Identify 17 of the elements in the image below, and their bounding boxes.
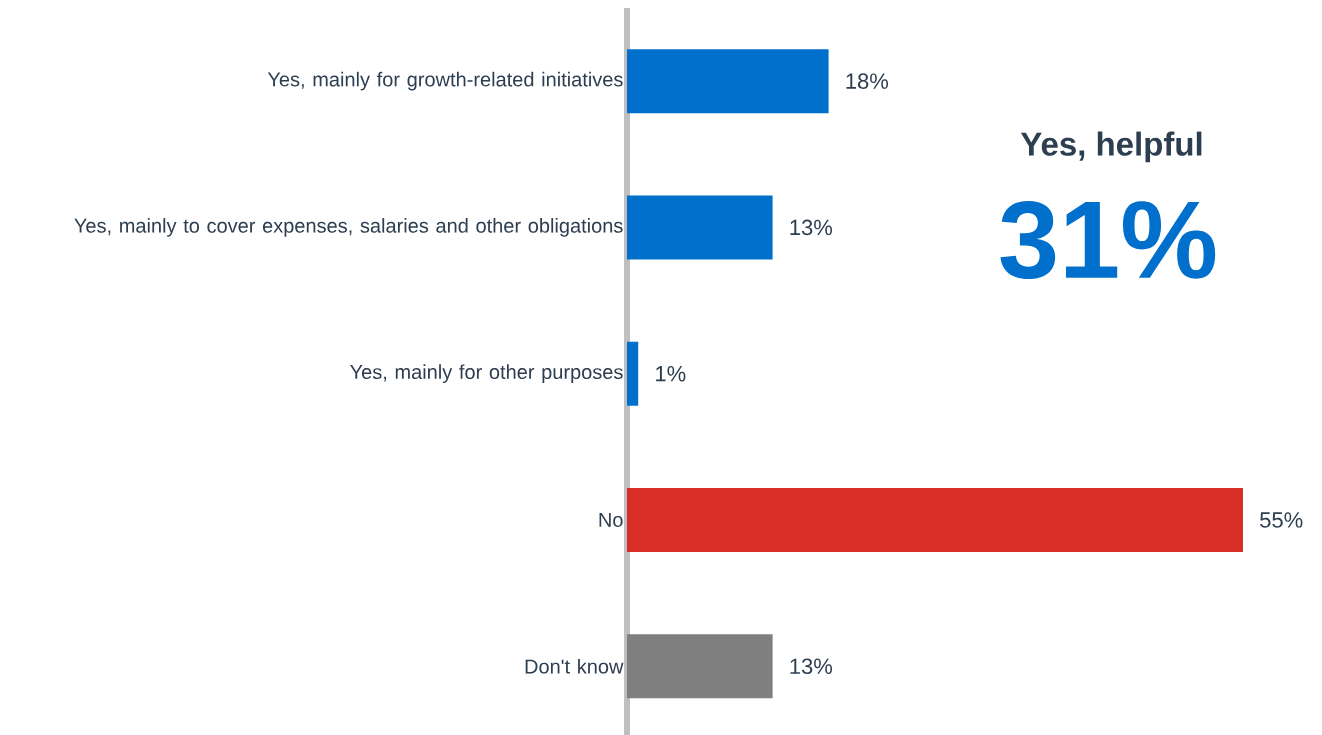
data-label: 1% <box>656 366 686 382</box>
bar <box>627 49 829 114</box>
data-label: 55% <box>1260 512 1303 528</box>
data-label: 18% <box>846 73 889 89</box>
annotation: 31% <box>1000 200 1216 280</box>
bar <box>627 341 639 406</box>
annotation: Yes, helpful <box>1020 131 1202 163</box>
y-tick-label: Yes, mainly to cover expenses, salaries and other obligations <box>74 218 623 237</box>
y-tick-label: Yes, mainly for other purposes <box>350 364 623 384</box>
data-label: 13% <box>790 658 833 675</box>
y-tick-label: No <box>599 513 623 527</box>
y-tick-label: Yes, mainly for growth-related initiatives <box>267 71 623 91</box>
bar <box>627 634 773 699</box>
y-tick-label: Don't know <box>525 658 624 674</box>
bar <box>627 195 773 260</box>
bar <box>627 487 1243 552</box>
data-label: 13% <box>790 219 833 236</box>
